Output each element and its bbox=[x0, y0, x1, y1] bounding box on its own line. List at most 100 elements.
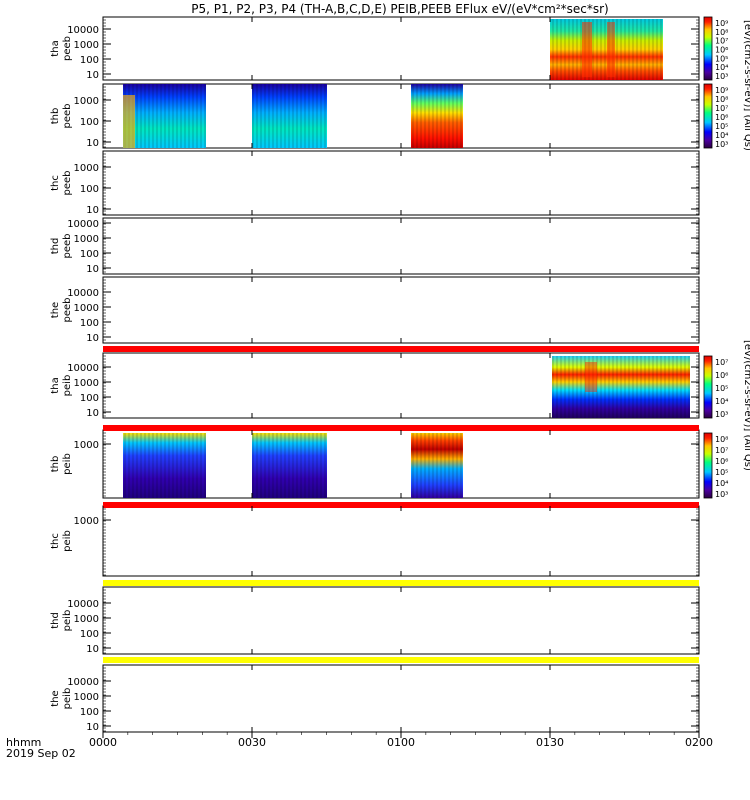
colorbar-tick-label: 10³ bbox=[715, 410, 728, 419]
colorbar-peeb-tha bbox=[703, 16, 713, 81]
y-tick-label: 10 bbox=[86, 333, 99, 344]
y-tick-label: 1000 bbox=[74, 234, 99, 245]
colorbar-tick-label: 10⁶ bbox=[715, 457, 728, 466]
y-tick-label: 100 bbox=[80, 117, 99, 128]
panel-label-probe: thc bbox=[50, 175, 61, 191]
y-tick-label: 1000 bbox=[74, 692, 99, 703]
panel-label-probe: thb bbox=[50, 108, 61, 125]
y-tick-label: 10 bbox=[86, 138, 99, 149]
colorbar-tick-label: 10⁶ bbox=[715, 371, 728, 380]
y-tick-label: 10 bbox=[86, 408, 99, 419]
panel-label-probe: thc bbox=[50, 533, 61, 549]
panel-label-probe: tha bbox=[50, 40, 61, 56]
quality-bar-red-3 bbox=[103, 502, 699, 508]
quality-bar-red-2 bbox=[103, 425, 699, 431]
colorbar-tick-label: 10³ bbox=[715, 140, 728, 149]
colorbar-tick-label: 10⁷ bbox=[715, 37, 728, 46]
time-axis-label: hhmm bbox=[6, 736, 41, 749]
y-tick-label: 10000 bbox=[67, 288, 99, 299]
panel-label-probe: thd bbox=[50, 612, 61, 629]
panel-label-product: peib bbox=[62, 453, 73, 475]
colorbar-tick-label: 10⁷ bbox=[715, 446, 728, 455]
panel-label-probe: the bbox=[50, 690, 61, 706]
y-tick-label: 100 bbox=[80, 393, 99, 404]
colorbar-tick-label: 10³ bbox=[715, 490, 728, 499]
colorbar-tick-label: 10⁵ bbox=[715, 468, 728, 477]
panel-label-product: peeb bbox=[62, 36, 73, 61]
y-tick-label: 1000 bbox=[74, 40, 99, 51]
colorbar-tick-label: 10⁷ bbox=[715, 104, 728, 113]
quality-bars bbox=[103, 346, 699, 663]
panel-frame-thc-peib bbox=[102, 505, 700, 577]
colorbar-tick-label: 10⁴ bbox=[715, 397, 728, 406]
panel-label-probe: thd bbox=[50, 238, 61, 255]
panel-label-product: peib bbox=[62, 688, 73, 710]
y-tick-label: 1000 bbox=[74, 614, 99, 625]
panel-label-probe: thb bbox=[50, 456, 61, 473]
colorbar-tick-label: 10⁸ bbox=[715, 28, 728, 37]
y-tick-label: 10 bbox=[86, 264, 99, 275]
y-tick-label: 10000 bbox=[67, 363, 99, 374]
y-tick-label: 1000 bbox=[74, 378, 99, 389]
y-tick-label: 100 bbox=[80, 318, 99, 329]
y-tick-label: 10000 bbox=[67, 25, 99, 36]
colorbar-tick-label: 10⁴ bbox=[715, 63, 728, 72]
quality-bar-red-1 bbox=[103, 346, 699, 352]
panel-label-probe: the bbox=[50, 302, 61, 318]
colorbar-tick-label: 10⁶ bbox=[715, 113, 728, 122]
colorbar-tick-label: 10⁵ bbox=[715, 122, 728, 131]
colorbar-tick-label: 10⁵ bbox=[715, 384, 728, 393]
tha-peeb-spike bbox=[582, 22, 592, 77]
panel-frame-thc-peeb bbox=[102, 150, 700, 216]
panel-label-product: peeb bbox=[62, 104, 73, 129]
y-tick-label: 1000 bbox=[74, 96, 99, 107]
y-tick-label: 100 bbox=[80, 184, 99, 195]
y-tick-label: 10000 bbox=[67, 219, 99, 230]
panel-frame-thd-peib bbox=[102, 586, 700, 655]
panel-frame-the-peib bbox=[102, 664, 700, 733]
y-tick-label: 100 bbox=[80, 707, 99, 718]
x-tick-label: 0000 bbox=[89, 736, 117, 749]
panel-label-product: peib bbox=[62, 610, 73, 632]
colorbar-tick-label: 10⁶ bbox=[715, 46, 728, 55]
time-axis-date: 2019 Sep 02 bbox=[6, 747, 76, 760]
panel-frame-the-peeb bbox=[102, 276, 700, 344]
y-tick-label: 10 bbox=[86, 205, 99, 216]
colorbar-tick-label: 10³ bbox=[715, 72, 728, 81]
panel-label-product: peeb bbox=[62, 298, 73, 323]
spectrogram-data bbox=[123, 19, 690, 498]
colorbar-peeb-thb bbox=[703, 83, 713, 149]
quality-bar-yellow-1 bbox=[103, 580, 699, 586]
y-tick-label: 10 bbox=[86, 644, 99, 655]
y-tick-label: 100 bbox=[80, 55, 99, 66]
colorbar-tick-label: 10⁸ bbox=[715, 95, 728, 104]
y-tick-label: 10 bbox=[86, 70, 99, 81]
colorbar-tick-label: 10⁹ bbox=[715, 19, 728, 28]
figure-title: P5, P1, P2, P3, P4 (TH-A,B,C,D,E) PEIB,P… bbox=[191, 2, 608, 16]
colorbar-tick-label: 10⁴ bbox=[715, 479, 728, 488]
x-tick-label: 0200 bbox=[685, 736, 713, 749]
colorbar-tick-label: 10⁷ bbox=[715, 358, 728, 367]
colorbar-peib-thb bbox=[703, 432, 713, 499]
panel-label-probe: tha bbox=[50, 377, 61, 393]
colorbar-tick-label: 10⁸ bbox=[715, 435, 728, 444]
y-tick-label: 10000 bbox=[67, 677, 99, 688]
panel-label-product: peib bbox=[62, 530, 73, 552]
colorbar-tick-label: 10⁴ bbox=[715, 131, 728, 140]
colorbar-label-peib: [eV/(cm2-s-sr-eV)] (All Qs) bbox=[742, 340, 750, 471]
x-tick-label: 0130 bbox=[536, 736, 564, 749]
y-tick-label: 10000 bbox=[67, 599, 99, 610]
y-tick-label: 1000 bbox=[74, 163, 99, 174]
y-tick-label: 100 bbox=[80, 249, 99, 260]
x-tick-label: 0030 bbox=[238, 736, 266, 749]
colorbars: 10⁹10⁸10⁷10⁶10⁵10⁴10³10⁹10⁸10⁷10⁶10⁵10⁴1… bbox=[703, 16, 750, 499]
panel-label-product: peeb bbox=[62, 234, 73, 259]
y-tick-label: 1000 bbox=[74, 516, 99, 527]
panel-label-product: peib bbox=[62, 375, 73, 397]
panel-frame-thd-peeb bbox=[102, 217, 700, 275]
colorbar-label-peeb: [eV/(cm2-s-sr-eV)] (All Qs) bbox=[742, 20, 750, 151]
colorbar-peib-tha bbox=[703, 355, 713, 419]
panel-label-product: peeb bbox=[62, 171, 73, 196]
